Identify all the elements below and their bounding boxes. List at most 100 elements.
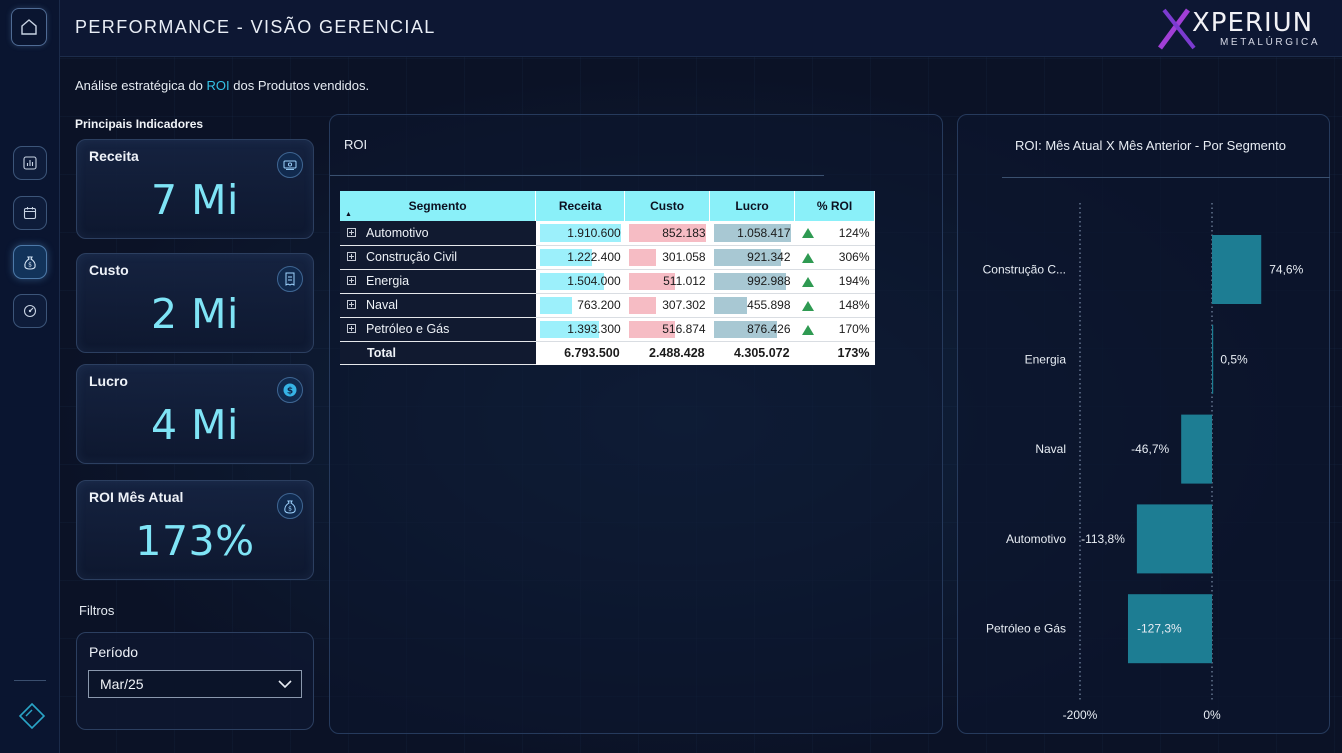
segment-label: Construção Civil [366,250,458,264]
table-row: Petróleo e Gás 1.393.300 516.874 876.426 170… [340,317,875,342]
receita-data-bar [539,320,599,338]
receita-value: 763.200 [577,298,621,312]
roi-table-panel: ROI Segmento ▲ Receita Custo Lucro % ROI … [329,114,943,734]
period-select[interactable]: Mar/25 [88,670,302,698]
lucro-value: 921.342 [747,250,791,264]
category-label: Energia [1025,352,1067,366]
column-header-custo[interactable]: Custo [624,191,711,221]
kpi-card-custo: Custo 2 Mi [76,253,314,353]
up-triangle-icon [801,324,814,335]
bar [1136,504,1212,574]
receita-cell: 1.222.400 [535,245,625,270]
nav-roi-button[interactable]: $ [13,245,47,279]
column-header-receita[interactable]: Receita [535,191,626,221]
receita-value: 1.910.600 [567,225,621,240]
subtitle-text-end: dos Produtos vendidos. [229,78,370,93]
total-roi: 173% [794,341,875,364]
custo-value: 301.058 [662,250,706,264]
lucro-data-bar [713,296,747,314]
category-label: Petróleo e Gás [986,622,1066,636]
custo-data-bar [628,296,657,314]
subtitle-highlight: ROI [206,78,230,93]
table-row: Naval 763.200 307.302 455.898 148% [340,293,875,318]
up-triangle-icon [801,300,814,311]
custo-value: 852.183 [662,225,706,240]
receipt-icon [277,266,303,292]
custo-data-bar [628,320,676,338]
roi-cell: 194% [794,269,875,294]
custo-data-bar [628,224,706,242]
lucro-value: 876.426 [747,322,791,336]
kpi-label: Lucro [89,373,128,389]
column-header-segmento[interactable]: Segmento ▲ [340,191,537,221]
expand-plus-icon[interactable] [347,227,356,237]
svg-text:$: $ [287,387,293,397]
column-header-label: Segmento [408,199,467,213]
segment-cell[interactable]: Energia [340,269,536,294]
receita-data-bar [539,248,592,266]
data-label: -113,8% [1081,532,1125,546]
money-bag-icon: $ [24,256,36,270]
lucro-cell: 876.426 [709,317,795,342]
lucro-data-bar [713,320,778,338]
roi-cell: 124% [794,221,875,246]
receita-data-bar [539,296,573,314]
kpi-value: 2 Mi [151,290,239,338]
segment-cell[interactable]: Construção Civil [340,245,536,270]
money-bill-icon [277,152,303,178]
bar [1127,594,1212,664]
lucro-value: 1.058.417 [737,225,791,240]
divider [330,175,824,176]
category-label: Automotivo [1006,532,1066,546]
receita-cell: 1.910.600 [535,221,625,246]
dollar-coin-icon: $ [277,377,303,403]
kpi-card-roi: ROI Mês Atual $ 173% [76,480,314,580]
roi-value: 194% [838,274,870,288]
expand-plus-icon[interactable] [347,252,356,261]
expand-plus-icon[interactable] [347,324,356,333]
nav-bottom-button[interactable] [16,700,48,732]
nav-calendar-button[interactable] [13,196,47,230]
nav-gauge-button[interactable] [13,294,47,328]
x-tick-label: -200% [1063,708,1098,722]
kpi-value: 7 Mi [151,176,239,224]
segment-cell[interactable]: Automotivo [340,221,536,246]
receita-cell: 763.200 [535,293,625,318]
kpi-heading: Principais Indicadores [75,117,204,131]
period-select-value: Mar/25 [100,676,144,692]
calendar-icon [23,207,37,220]
svg-text:$: $ [288,506,292,513]
bar-chart-icon [23,156,37,170]
column-header-lucro[interactable]: Lucro [709,191,796,221]
home-icon [21,19,37,35]
table-row: Construção Civil 1.222.400 301.058 921.342 3… [340,245,875,270]
lucro-value: 992.988 [747,274,791,288]
home-button[interactable] [11,8,47,46]
money-bag-icon: $ [277,493,303,519]
roi-segment-bar-chart: -200% 0% Construção C... 74,6% Energia 0,5% Na… [983,203,1304,722]
lucro-data-bar [713,272,786,290]
roi-cell: 170% [794,317,875,342]
segment-cell[interactable]: Petróleo e Gás [340,317,536,342]
category-label: Construção C... [983,263,1066,277]
expand-plus-icon[interactable] [347,300,356,309]
roi-value: 170% [838,322,870,336]
lucro-data-bar [713,224,791,242]
total-receita: 6.793.500 [535,341,625,364]
period-label: Período [89,644,139,660]
table-row: Energia 1.504.000 511.012 992.988 194% [340,269,875,294]
custo-cell: 852.183 [624,221,710,246]
column-header-roi[interactable]: % ROI [794,191,875,221]
roi-cell: 306% [794,245,875,270]
lucro-cell: 1.058.417 [709,221,795,246]
bar [1212,324,1214,394]
kpi-value: 4 Mi [151,401,239,449]
custo-value: 307.302 [662,298,706,312]
roi-value: 306% [838,250,870,264]
x-tick-label: 0% [1203,708,1221,722]
receita-data-bar [539,272,604,290]
segment-cell[interactable]: Naval [340,293,536,318]
table-header-row: Segmento ▲ Receita Custo Lucro % ROI [340,191,875,221]
nav-dashboard-button[interactable] [13,146,47,180]
expand-plus-icon[interactable] [347,276,356,285]
